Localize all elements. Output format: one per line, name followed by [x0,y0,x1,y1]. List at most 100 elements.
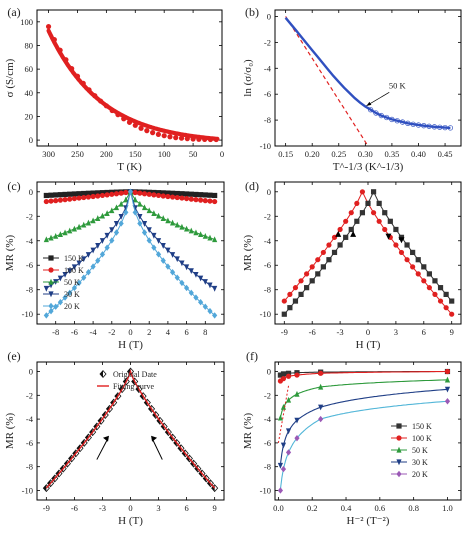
data-point [292,298,299,304]
legend-marker [396,435,402,441]
data-point [212,285,218,292]
data-point [109,107,115,114]
data-point [90,193,96,200]
data-point [174,194,180,201]
data-point [287,305,293,311]
data-point [285,428,292,435]
data-point [442,124,448,131]
data-point [62,294,68,301]
data-point [415,257,421,263]
data-point [437,298,444,304]
data-point [137,200,143,207]
data-point [320,249,326,256]
x-tick-label: 8 [203,327,207,337]
data-point [118,200,124,207]
data-point [421,123,427,129]
data-point [81,194,87,201]
y-tick-label: 0 [267,11,271,21]
x-axis-label: H (T) [356,339,381,351]
data-point [174,221,180,228]
legend-marker [396,423,402,429]
data-point [137,220,143,227]
data-point [277,414,284,421]
x-tick-label: 6 [422,327,426,337]
data-point [404,242,410,248]
data-point [444,386,451,393]
x-tick-label: 0.6 [375,503,386,513]
data-point [99,190,106,196]
x-axis-label: H⁻² (T⁻²) [347,515,390,527]
data-point [141,221,148,227]
data-point [118,213,124,220]
data-point [155,192,162,199]
data-point [151,192,157,198]
panel-label: (f) [246,349,258,363]
data-point [57,231,63,238]
data-point [113,221,120,227]
data-point [67,196,73,202]
data-point [146,207,152,214]
data-point [173,135,179,141]
data-point [449,298,455,304]
legend-marker [396,446,402,453]
data-point [387,218,393,224]
data-point [207,234,213,241]
data-point [444,376,451,383]
x-tick-label: 0.4 [341,503,352,513]
data-point [449,311,455,317]
data-point [160,215,166,221]
data-point [67,191,73,197]
data-point [394,118,400,124]
data-point [109,237,115,244]
data-point [151,232,157,239]
panel-d: (d) -9 -6 -3 0 3 6 9 0 -2 -4 -6 -8 -10 H (T) MR (%) [242,179,462,351]
y-tick-label: 100 [20,17,33,27]
y-tick-label: -6 [26,260,33,270]
data-point [155,238,162,244]
x-tick-label: 0.25 [331,149,346,159]
data-point [48,192,54,198]
data-point [184,284,190,292]
panel-label: (e) [7,349,20,363]
legend-marker [396,459,402,466]
data-point [207,198,213,204]
y-tick-label: -6 [264,260,271,270]
data-point [444,368,451,375]
y-axis-label: MR (%) [4,412,16,449]
data-point [104,192,110,198]
legend-label: 20 K [412,470,428,479]
data-point [144,128,150,134]
data-point [281,298,287,304]
legend-label: 20 K [64,302,80,311]
data-point [309,264,315,270]
data-point [359,189,366,195]
data-point [184,191,190,197]
data-point [285,449,292,456]
data-point [76,260,82,267]
data-point [188,268,194,275]
data-point [415,271,421,277]
data-point [280,465,287,473]
x-tick-label: -6 [71,327,78,337]
data-point [292,285,299,291]
x-tick-label: -6 [309,327,316,337]
data-point [304,285,310,291]
data-point [326,242,332,248]
y-tick-label: -6 [264,438,271,448]
data-point [109,191,115,197]
data-point [81,256,87,263]
data-point [212,236,218,243]
x-tick-label: 0.45 [438,149,453,159]
legend-label: 50 K [412,446,428,455]
x-tick-label: 0 [220,149,224,159]
data-point [281,311,287,317]
data-point [212,312,218,319]
data-point [104,232,110,239]
data-point [95,215,101,221]
data-point [184,225,190,232]
data-point [123,196,129,203]
vrh-fit-line [285,16,369,147]
x-tick-label: 4 [166,327,171,337]
y-tick-label: -10 [260,485,271,495]
